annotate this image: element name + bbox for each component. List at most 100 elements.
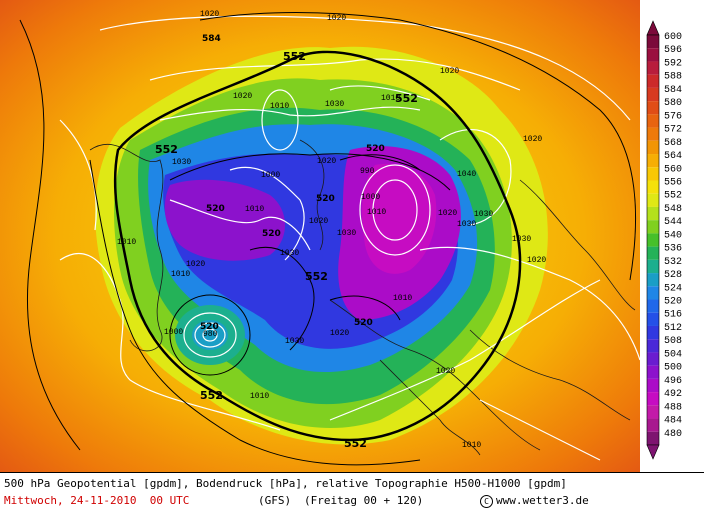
- geopotential-label: 520: [354, 318, 373, 328]
- pressure-label: 1020: [186, 260, 205, 269]
- pressure-labels: 1020 1020 1020 1020 1020 1020 1020 1020 …: [117, 10, 546, 450]
- pressure-label: 1040: [457, 170, 476, 179]
- colorbar-swatch: [647, 193, 659, 207]
- colorbar-label: 524: [664, 283, 682, 294]
- geopotential-label: 520: [316, 194, 335, 204]
- colorbar-label: 480: [664, 429, 682, 440]
- colorbar-label: 512: [664, 323, 682, 334]
- colorbar-label: 564: [664, 151, 682, 162]
- colorbar-label: 488: [664, 402, 682, 413]
- colorbar-swatch: [647, 352, 659, 366]
- pressure-label: 1010: [367, 208, 386, 217]
- colorbar-swatch: [647, 339, 659, 353]
- pressure-label: 1030: [512, 235, 531, 244]
- pressure-label: 1000: [164, 328, 183, 337]
- colorbar-swatch: [647, 392, 659, 406]
- pressure-label: 1030: [337, 229, 356, 238]
- pressure-label: 1010: [462, 441, 481, 450]
- field-490-east: [362, 163, 437, 274]
- colorbar: 600 596 592 588 584 580 576 572 568 564 560 556 552 5…: [646, 20, 682, 460]
- field-500-west: [164, 179, 285, 261]
- geopotential-label: 552: [200, 389, 223, 402]
- colorbar-swatch: [647, 167, 659, 181]
- weather-map: 1020 1020 1020 1020 1020 1020 1020 1020 …: [0, 0, 641, 472]
- colorbar-swatch: [647, 180, 659, 194]
- colorbar-label: 536: [664, 244, 682, 255]
- pressure-label: 1030: [474, 210, 493, 219]
- colorbar-label: 600: [664, 32, 682, 43]
- geopotential-contours: [19, 12, 637, 466]
- colorbar-label: 520: [664, 297, 682, 308]
- colorbar-label: 508: [664, 336, 682, 347]
- pressure-label: 1030: [285, 337, 304, 346]
- colorbar-label: 580: [664, 98, 682, 109]
- colorbar-swatch: [647, 127, 659, 141]
- colorbar-swatch: [647, 365, 659, 379]
- colorbar-swatch: [647, 140, 659, 155]
- colorbar-swatch: [647, 418, 659, 432]
- geopotential-label: 552: [305, 270, 328, 283]
- colorbar-label: 596: [664, 45, 682, 56]
- colorbar-swatch: [647, 273, 659, 287]
- pressure-label: 1020: [438, 209, 457, 218]
- colorbar-label: 504: [664, 349, 682, 360]
- colorbar-swatch: [647, 114, 659, 128]
- low-atlantic-core: [192, 320, 228, 350]
- pressure-label: 990: [360, 167, 375, 176]
- pressure-label: 1010: [250, 392, 269, 401]
- colorbar-label: 548: [664, 204, 682, 215]
- colorbar-arrow-bottom: [646, 444, 660, 460]
- footer-forecast: (Freitag 00 + 120): [304, 494, 424, 507]
- pressure-label: 980: [203, 330, 218, 339]
- colorbar-label: 572: [664, 125, 682, 136]
- colorbar-label: 532: [664, 257, 682, 268]
- colorbar-label: 552: [664, 191, 682, 202]
- pressure-label: 1030: [325, 100, 344, 109]
- pressure-label: 1010: [245, 205, 264, 214]
- geopotential-label: 552: [155, 143, 178, 156]
- colorbar-label: 516: [664, 310, 682, 321]
- colorbar-label: 540: [664, 230, 682, 241]
- geopotential-label: 552: [344, 437, 367, 450]
- colorbar-label: 588: [664, 72, 682, 83]
- geopotential-label: 520: [366, 144, 385, 154]
- colorbar-label: 576: [664, 111, 682, 122]
- pressure-label: 1010: [393, 294, 412, 303]
- colorbar-label: 492: [664, 389, 682, 400]
- colorbar-swatch: [647, 206, 659, 221]
- colorbar-swatch: [647, 220, 659, 234]
- geopotential-label: 520: [206, 204, 225, 214]
- pressure-label: 1010: [270, 102, 289, 111]
- pressure-label: 1000: [261, 171, 280, 180]
- colorbar-swatch: [647, 48, 659, 62]
- colorbar-swatch: [647, 233, 659, 247]
- colorbar-arrow-top: [646, 20, 660, 36]
- pressure-label: 1020: [309, 217, 328, 226]
- colorbar-label: 560: [664, 164, 682, 175]
- geopotential-label: 520: [262, 229, 281, 239]
- map-canvas: 1020 1020 1020 1020 1020 1020 1020 1020 …: [0, 0, 641, 472]
- pressure-label: 1020: [327, 14, 346, 23]
- colorbar-swatch: [647, 431, 659, 445]
- pressure-label: 1010: [171, 270, 190, 279]
- pressure-label: 1020: [200, 10, 219, 19]
- colorbar-swatch: [647, 312, 659, 326]
- colorbar-label: 584: [664, 85, 682, 96]
- colorbar-swatch: [647, 154, 659, 168]
- colorbar-label: 568: [664, 138, 682, 149]
- pressure-label: 1030: [172, 158, 191, 167]
- footer-date: Mittwoch, 24-11-2010 00 UTC: [4, 494, 190, 507]
- colorbar-swatch: [647, 74, 659, 88]
- pressure-label: 1020: [527, 256, 546, 265]
- colorbar-swatch: [647, 378, 659, 393]
- geopotential-label: 552: [395, 92, 418, 105]
- copyright-icon: C: [480, 495, 493, 508]
- colorbar-swatch: [647, 325, 659, 340]
- colorbar-swatch: [647, 61, 659, 75]
- colorbar-swatch: [647, 101, 659, 115]
- pressure-label: 1000: [361, 193, 380, 202]
- copyright-text: www.wetter3.de: [496, 494, 589, 507]
- pressure-label: 1010: [117, 238, 136, 247]
- colorbar-swatch: [647, 35, 659, 49]
